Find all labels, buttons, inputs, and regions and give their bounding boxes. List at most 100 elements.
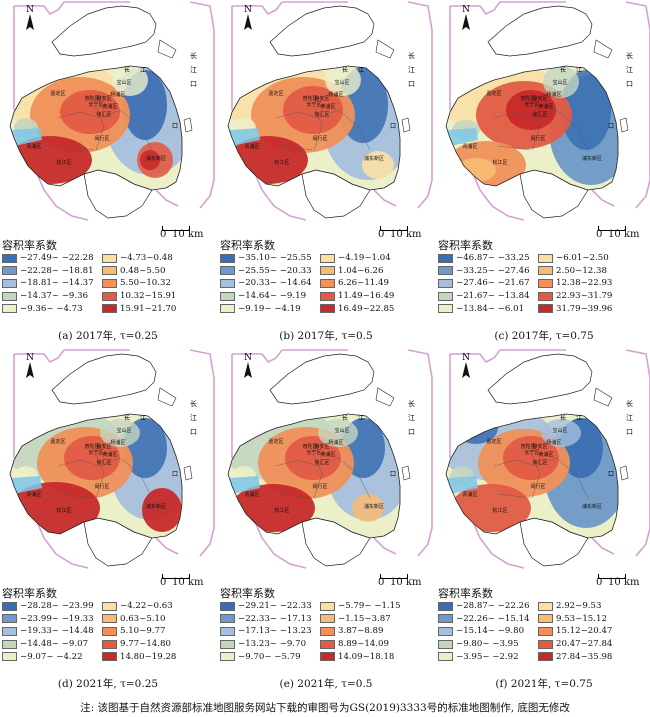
river-label: 长 <box>342 414 348 422</box>
river-label: 长 <box>408 51 415 60</box>
surface-zone <box>541 419 581 447</box>
legend-swatch <box>438 626 453 636</box>
legend-label: −9.07~ −4.22 <box>20 651 83 662</box>
district-boundaries <box>275 453 371 499</box>
legend-swatch <box>438 278 453 288</box>
river-label: 江 <box>190 66 197 74</box>
district-label: 黄浦区 <box>538 451 553 458</box>
north-arrow: N <box>462 353 470 378</box>
map-panel-1: 嘉定区 宝山区 青浦区 松江区 闵行区 浦东新区 黄浦区 静安区 长宁区 徐汇区 杨浦区 普陀区长江口… <box>0 0 216 352</box>
district-label: 青浦区 <box>244 491 259 498</box>
legend-item: −20.33~ −14.64 <box>220 277 312 290</box>
district-label: 浦东新区 <box>146 503 166 510</box>
river-label: 口 <box>408 80 415 88</box>
surface-zone <box>142 488 182 532</box>
scale-label: 10 km <box>390 229 422 240</box>
district-label: 嘉定区 <box>486 90 501 97</box>
legend-item: 9.77~14.80 <box>102 638 176 651</box>
legend-swatch <box>102 639 117 649</box>
legend-label: −9.19~ −4.19 <box>238 303 301 314</box>
legend-item: −18.81~ −14.37 <box>2 277 94 290</box>
river-label: 口 <box>190 428 197 436</box>
scale-bar-line <box>598 226 626 231</box>
legend-column: −29.21~ −22.33 −22.33~ −17.13 −17.13~ −13.… <box>220 600 312 663</box>
river-label: 江 <box>358 415 364 422</box>
surface-zone <box>112 66 148 96</box>
north-arrow-icon <box>26 362 34 378</box>
legend-label: −14.48~ −9.07 <box>20 639 89 650</box>
legend-column: −27.49~ −22.28 −22.28~ −18.81 −18.81~ −14.… <box>2 252 94 315</box>
legend-swatch <box>220 291 235 301</box>
district-label: 黄浦区 <box>102 103 117 110</box>
city-outline <box>9 65 183 191</box>
district-boundaries <box>57 105 153 151</box>
legend-label: −18.81~ −14.37 <box>20 278 94 289</box>
lake <box>230 128 260 146</box>
district-label: 长宁区 <box>88 449 103 456</box>
scale-zero: 0 <box>378 229 385 240</box>
legend-label: −4.73~0.48 <box>120 253 173 264</box>
legend-label: 0.48~5.50 <box>120 265 166 276</box>
lake <box>230 476 260 494</box>
legend-swatch <box>438 614 453 624</box>
city-outline <box>227 413 401 539</box>
river-label: 长 <box>190 399 197 408</box>
small-island <box>157 387 177 407</box>
legend-label: −27.46~ −21.67 <box>456 278 530 289</box>
legend-item: −13.84~ −6.01 <box>438 302 530 315</box>
legend-item: −15.14~ −9.80 <box>438 625 530 638</box>
scale-label: 10 km <box>172 577 204 588</box>
legend-swatch <box>2 291 17 301</box>
legend-swatch <box>220 652 235 662</box>
legend-swatch <box>320 266 335 276</box>
legend-item: −14.64~ −9.19 <box>220 290 312 303</box>
panel-caption: (d) 2021年, τ=0.25 <box>57 678 159 690</box>
legend-label: −35.10~ −25.55 <box>238 253 312 264</box>
chongming-island <box>487 5 593 57</box>
legend-item: 10.32~15.91 <box>102 290 176 303</box>
legend-label: −9.70~ −5.79 <box>238 651 301 662</box>
legend-swatch <box>2 626 17 636</box>
river-label: 口 <box>390 471 396 478</box>
scale-zero: 0 <box>378 577 385 588</box>
legend-item: −27.49~ −22.28 <box>2 252 94 265</box>
map-panel-3: 嘉定区 宝山区 青浦区 松江区 闵行区 浦东新区 黄浦区 静安区 长宁区 徐汇区 杨浦区 普陀区长江口… <box>436 0 650 352</box>
legend-swatch <box>102 626 117 636</box>
legend-label: −1.15~3.87 <box>338 613 391 624</box>
district-label: 徐汇区 <box>532 111 547 118</box>
river-label: 江 <box>140 67 146 74</box>
district-label: 徐汇区 <box>314 111 329 118</box>
panel-caption: (f) 2021年, τ=0.75 <box>495 678 593 690</box>
district-label: 静安区 <box>314 95 329 102</box>
river-label: 江 <box>576 415 582 422</box>
river-label: 口 <box>172 471 178 478</box>
small-island <box>157 39 177 59</box>
legend-label: 2.92~9.53 <box>556 601 602 612</box>
district-label: 嘉定区 <box>50 438 65 445</box>
scale-bar-line <box>380 226 408 231</box>
legend-item: 16.49~22.85 <box>320 302 394 315</box>
legend-label: −27.49~ −22.28 <box>20 253 94 264</box>
legend-swatch <box>220 639 235 649</box>
district-label: 静安区 <box>96 443 111 450</box>
legend-swatch <box>220 253 235 263</box>
legend-label: −19.33~ −14.48 <box>20 626 94 637</box>
legend-item: 5.50~10.32 <box>102 277 176 290</box>
north-arrow: N <box>244 5 252 30</box>
legend-swatch <box>320 278 335 288</box>
legend-label: −22.28~ −18.81 <box>20 265 94 276</box>
district-label: 静安区 <box>96 95 111 102</box>
district-label: 徐汇区 <box>96 459 111 466</box>
legend-column: −46.87~ −33.25 −33.25~ −27.46 −27.46~ −21.… <box>438 252 530 315</box>
legend-item: −22.33~ −17.13 <box>220 613 312 626</box>
city-outline <box>445 413 619 539</box>
river-label: 长 <box>342 66 348 74</box>
north-label: N <box>462 353 470 363</box>
legend-item: −21.67~ −13.84 <box>438 290 530 303</box>
legend-swatch <box>538 639 553 649</box>
legend-item: −28.87~ −22.26 <box>438 600 530 613</box>
small-island <box>375 39 395 59</box>
legend-label: −5.79~ −1.15 <box>338 601 401 612</box>
district-label: 闵行区 <box>94 135 109 142</box>
district-label: 普陀区 <box>302 95 317 102</box>
